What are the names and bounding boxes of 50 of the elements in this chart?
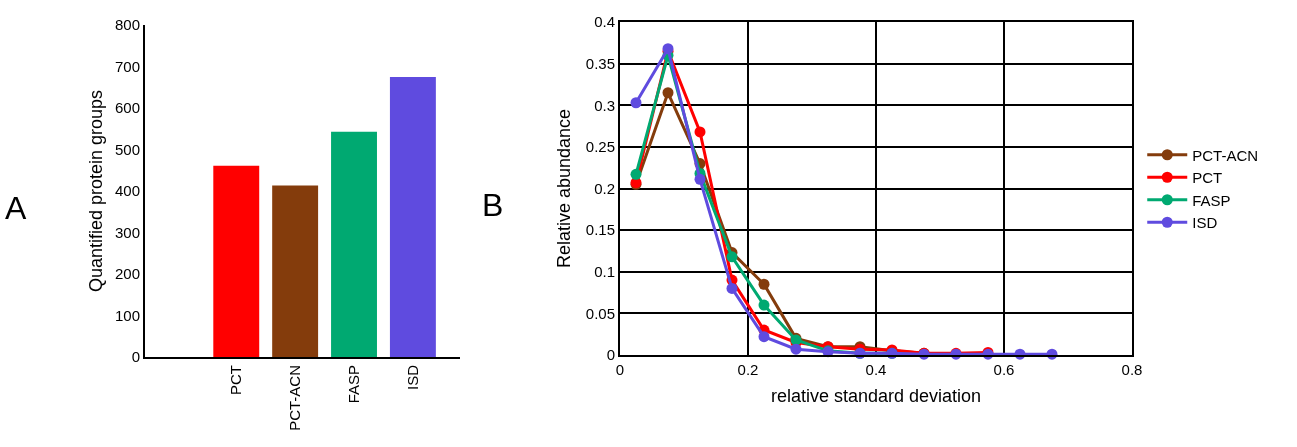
y-tick-label: 200: [114, 265, 140, 283]
legend-label: FASP: [1192, 191, 1231, 209]
y-tick-label: 800: [114, 16, 140, 34]
x-tick-label: 0.6: [993, 361, 1015, 378]
text: B: [482, 187, 504, 223]
y-tick-label: 300: [114, 223, 140, 241]
x-tick-label: 0.8: [1121, 361, 1143, 378]
y-tick-label: 0.25: [585, 138, 615, 156]
point: [726, 251, 738, 263]
legend-label: ISD: [1192, 214, 1218, 232]
x-tick-label: FASP: [344, 365, 362, 404]
point: [758, 331, 770, 343]
y-tick-label: 0.15: [585, 221, 615, 239]
y-tick-label: 600: [114, 99, 140, 117]
y-tick-label: 100: [114, 306, 140, 324]
x-tick-label: 0.4: [865, 361, 887, 378]
point: [694, 126, 706, 138]
text: A: [5, 190, 27, 226]
y-tick-label: 0.35: [585, 54, 615, 72]
y-tick-label: 0.2: [594, 179, 615, 197]
bar: [389, 76, 436, 357]
y-axis-title: Quantified protein groups: [85, 89, 106, 293]
point: [630, 97, 642, 109]
point: [758, 299, 770, 311]
y-tick-label: 0.1: [594, 263, 615, 280]
y-tick-label: 500: [114, 140, 140, 158]
y-tick-label: 0.3: [594, 96, 615, 114]
legend-label: PCT: [1192, 169, 1223, 187]
bar: [213, 165, 260, 357]
point: [662, 87, 674, 99]
x-axis-title: relative standard deviation: [770, 385, 982, 406]
point: [790, 343, 802, 355]
point: [630, 168, 642, 180]
bar: [331, 131, 377, 357]
x-tick-label: PCT: [227, 365, 245, 395]
point: [758, 278, 770, 290]
bar: [272, 185, 319, 357]
point: [694, 173, 706, 185]
y-tick-label: 0.05: [585, 304, 615, 322]
y-tick-label: 0: [606, 346, 615, 364]
y-tick-label: 400: [114, 182, 140, 200]
y-tick-label: 0.4: [594, 13, 615, 31]
y-axis-title: Relative abundance: [554, 108, 575, 269]
x-tick-label: 0.2: [737, 361, 759, 378]
y-tick-label: 0: [131, 348, 140, 366]
y-tick-label: 700: [114, 57, 140, 75]
legend-label: PCT-ACN: [1192, 146, 1259, 164]
x-tick-label: PCT-ACN: [286, 365, 304, 431]
point: [726, 282, 738, 294]
x-tick-label: ISD: [403, 364, 421, 391]
